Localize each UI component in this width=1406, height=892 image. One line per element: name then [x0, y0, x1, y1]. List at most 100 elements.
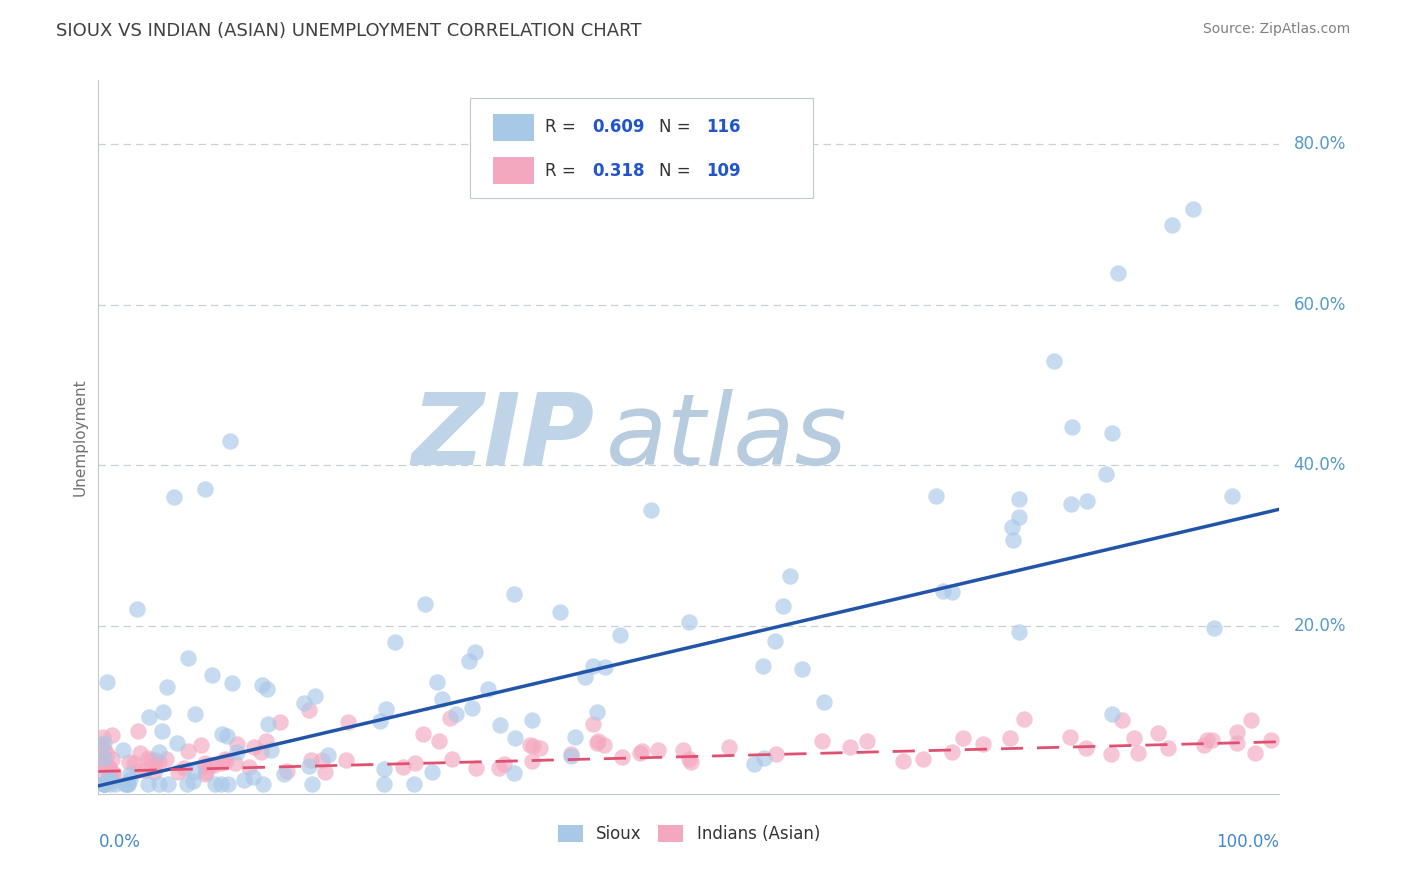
Point [1126, 747, 1149, 761]
Point [91, 730, 114, 744]
Point [779, 568, 801, 582]
Point [679, 756, 702, 770]
Point [100, 773, 122, 788]
Point [221, 676, 243, 690]
Text: N =: N = [659, 162, 690, 180]
Point [1194, 738, 1216, 752]
Point [1111, 714, 1133, 728]
Point [250, 678, 273, 692]
Point [150, 723, 173, 738]
Text: 60.0%: 60.0% [1294, 296, 1346, 314]
Point [1122, 731, 1144, 746]
Point [752, 659, 775, 673]
Point [998, 731, 1021, 745]
FancyBboxPatch shape [471, 98, 813, 198]
Text: 0.0%: 0.0% [98, 833, 141, 851]
Point [173, 761, 195, 775]
Point [1094, 467, 1116, 482]
Point [112, 743, 135, 757]
Point [1101, 425, 1123, 440]
Point [97, 771, 120, 785]
Point [211, 726, 233, 740]
Point [838, 740, 860, 755]
Text: 20.0%: 20.0% [1294, 616, 1346, 634]
Point [912, 752, 935, 766]
Point [520, 754, 543, 768]
Point [143, 757, 166, 772]
Point [250, 745, 273, 759]
Point [464, 761, 486, 775]
Point [582, 717, 605, 731]
Point [183, 764, 205, 779]
Text: 109: 109 [707, 162, 741, 180]
Point [427, 734, 450, 748]
Point [631, 744, 654, 758]
Point [1201, 733, 1223, 747]
Point [299, 753, 322, 767]
Text: 0.609: 0.609 [592, 119, 644, 136]
Point [242, 770, 264, 784]
Point [97, 767, 120, 781]
Point [1161, 218, 1184, 232]
Point [93, 777, 115, 791]
Point [226, 738, 249, 752]
Point [1002, 533, 1025, 547]
Point [96, 674, 118, 689]
Text: Source: ZipAtlas.com: Source: ZipAtlas.com [1202, 22, 1350, 37]
Point [1260, 732, 1282, 747]
Point [209, 777, 232, 791]
Point [93, 777, 115, 791]
Point [574, 670, 596, 684]
Point [610, 750, 633, 764]
Point [1060, 420, 1083, 434]
Point [166, 736, 188, 750]
Point [458, 654, 481, 668]
Point [1076, 494, 1098, 508]
Point [273, 767, 295, 781]
Point [90, 755, 112, 769]
Point [177, 651, 200, 665]
Point [763, 633, 786, 648]
Point [163, 490, 186, 504]
Point [586, 733, 609, 747]
Point [90, 755, 112, 769]
Point [503, 731, 526, 746]
Point [564, 731, 586, 745]
Point [1244, 746, 1267, 760]
Point [678, 752, 700, 766]
Point [1076, 741, 1098, 756]
Point [148, 745, 170, 759]
Point [93, 751, 115, 765]
Point [373, 762, 395, 776]
Point [503, 587, 526, 601]
Point [190, 739, 212, 753]
Point [128, 763, 150, 777]
Text: 0.318: 0.318 [592, 162, 644, 180]
Point [678, 615, 700, 629]
Point [392, 760, 415, 774]
Point [477, 681, 499, 696]
Text: ZIP: ZIP [412, 389, 595, 485]
Point [404, 777, 426, 791]
Point [1107, 266, 1129, 280]
Text: 116: 116 [707, 119, 741, 136]
Point [238, 760, 260, 774]
Text: N =: N = [659, 119, 690, 136]
Point [204, 777, 226, 791]
Point [148, 777, 170, 791]
Point [117, 777, 139, 791]
Point [298, 703, 321, 717]
Point [181, 774, 204, 789]
Point [335, 753, 357, 767]
Point [194, 482, 217, 496]
Point [522, 713, 544, 727]
Point [141, 753, 163, 767]
Point [97, 760, 120, 774]
Point [98, 777, 121, 791]
Point [430, 691, 453, 706]
Point [125, 602, 148, 616]
Point [155, 752, 177, 766]
Point [198, 758, 221, 772]
Point [256, 717, 278, 731]
Point [932, 583, 955, 598]
